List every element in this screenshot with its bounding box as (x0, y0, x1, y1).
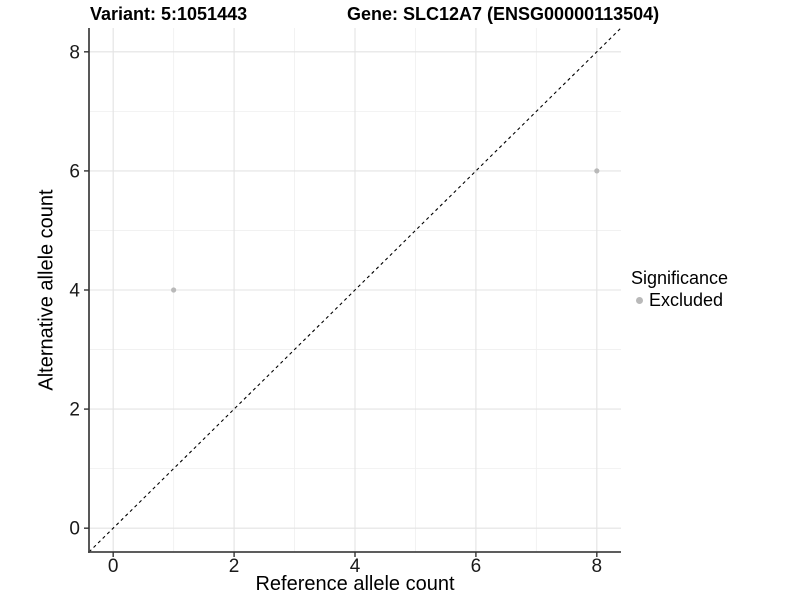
legend-key-dot-icon (636, 296, 643, 304)
data-point (171, 287, 177, 293)
y-tick-label: 0 (69, 519, 80, 540)
data-point (594, 168, 600, 174)
gene-title: Gene: SLC12A7 (ENSG00000113504) (347, 4, 660, 24)
variant-title: Variant: 5:1051443 (90, 4, 248, 24)
x-tick-label: 2 (229, 556, 240, 577)
x-tick-label: 4 (350, 556, 361, 577)
legend: Significance Excluded (631, 268, 728, 310)
y-tick-label: 2 (69, 400, 80, 421)
identity-line (88, 27, 622, 553)
x-tick-label: 6 (471, 556, 482, 577)
legend-title: Significance (631, 268, 729, 288)
legend-entry-excluded: Excluded (631, 290, 728, 310)
x-tick-label: 0 (108, 556, 119, 577)
x-tick-label: 8 (592, 556, 603, 577)
legend-entry-label: Excluded (649, 290, 724, 310)
y-tick-label: 4 (69, 281, 80, 302)
y-tick-label: 6 (69, 161, 80, 182)
y-axis-title: Alternative allele count (35, 189, 58, 391)
x-axis-title: Reference allele count (255, 573, 455, 595)
y-tick-label: 8 (69, 42, 80, 63)
